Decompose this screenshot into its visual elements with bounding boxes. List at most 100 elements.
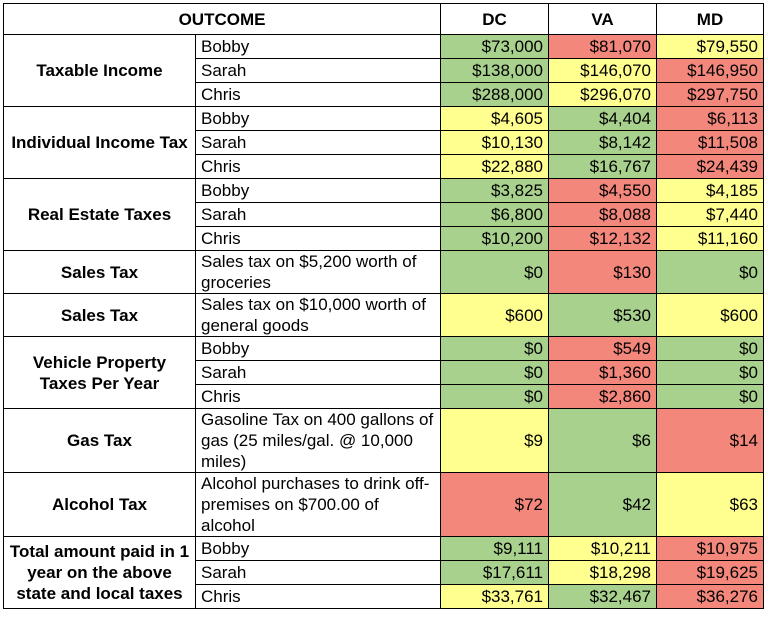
category-label: Sales Tax bbox=[3, 250, 196, 294]
dc-value-cell: $0 bbox=[440, 336, 550, 361]
va-value-cell: $1,360 bbox=[548, 360, 658, 385]
row-label: Gasoline Tax on 400 gallons of gas (25 m… bbox=[194, 408, 442, 473]
md-value-cell: $4,185 bbox=[656, 178, 765, 203]
outcome-header: OUTCOME bbox=[2, 3, 442, 35]
row-label: Bobby bbox=[194, 178, 442, 203]
va-value-cell: $8,142 bbox=[548, 130, 658, 155]
dc-value-cell: $10,200 bbox=[440, 226, 550, 251]
va-value-cell: $10,211 bbox=[548, 536, 658, 561]
table-row: Vehicle Property Taxes Per Year Bobby $0 $5… bbox=[3, 336, 765, 409]
md-value-cell: $297,750 bbox=[656, 82, 765, 107]
md-header: MD bbox=[656, 3, 765, 35]
dc-value-cell: $33,761 bbox=[440, 584, 550, 609]
row-label: Bobby bbox=[194, 336, 442, 361]
md-value-cell: $0 bbox=[656, 360, 765, 385]
dc-value-cell: $22,880 bbox=[440, 154, 550, 179]
row-label: Sarah bbox=[194, 202, 442, 227]
md-value-cell: $36,276 bbox=[656, 584, 765, 609]
row-label: Sarah bbox=[194, 560, 442, 585]
va-value-cell: $2,860 bbox=[548, 384, 658, 409]
dc-value-cell: $4,605 bbox=[440, 106, 550, 131]
tax-comparison-table: OUTCOME DC VA MD Taxable Income Bobby $73,… bbox=[2, 3, 765, 609]
dc-value-cell: $9 bbox=[440, 408, 550, 473]
va-value-cell: $4,550 bbox=[548, 178, 658, 203]
dc-value-cell: $0 bbox=[440, 384, 550, 409]
va-value-cell: $6 bbox=[548, 408, 658, 473]
table-row: Chris $10,200 $12,132 $11,160 bbox=[4, 226, 765, 251]
table-body: Taxable Income Bobby $73,000 $81,070 $79,550… bbox=[3, 34, 765, 609]
row-label: Bobby bbox=[194, 536, 442, 561]
md-value-cell: $146,950 bbox=[656, 58, 765, 83]
dc-value-cell: $600 bbox=[440, 293, 550, 337]
table-row: Chris $33,761 $32,467 $36,276 bbox=[4, 584, 765, 609]
va-value-cell: $16,767 bbox=[548, 154, 658, 179]
md-value-cell: $11,160 bbox=[656, 226, 765, 251]
md-value-cell: $7,440 bbox=[656, 202, 765, 227]
md-value-cell: $0 bbox=[656, 336, 765, 361]
row-label: Bobby bbox=[194, 106, 442, 131]
md-value-cell: $24,439 bbox=[656, 154, 765, 179]
table-row: Sales Tax Sales tax on $10,000 worth of g… bbox=[3, 293, 765, 337]
category-label: Alcohol Tax bbox=[3, 472, 196, 537]
row-label: Sales tax on $10,000 worth of general go… bbox=[194, 293, 442, 337]
table-row: Chris $288,000 $296,070 $297,750 bbox=[4, 82, 765, 107]
md-value-cell: $0 bbox=[656, 250, 765, 294]
va-value-cell: $32,467 bbox=[548, 584, 658, 609]
dc-value-cell: $0 bbox=[440, 250, 550, 294]
md-value-cell: $19,625 bbox=[656, 560, 765, 585]
category-label: Sales Tax bbox=[3, 293, 196, 337]
va-value-cell: $4,404 bbox=[548, 106, 658, 131]
va-header: VA bbox=[548, 3, 658, 35]
row-label: Bobby bbox=[194, 34, 442, 59]
category-label: Total amount paid in 1 year on the above… bbox=[3, 536, 196, 609]
table-row: Chris $0 $2,860 $0 bbox=[4, 384, 765, 409]
row-label: Chris bbox=[194, 384, 442, 409]
dc-value-cell: $288,000 bbox=[440, 82, 550, 107]
va-value-cell: $130 bbox=[548, 250, 658, 294]
table-row: Total amount paid in 1 year on the above… bbox=[3, 536, 765, 609]
dc-value-cell: $0 bbox=[440, 360, 550, 385]
md-value-cell: $600 bbox=[656, 293, 765, 337]
table-row: Gas Tax Gasoline Tax on 400 gallons of ga… bbox=[3, 408, 765, 473]
md-value-cell: $10,975 bbox=[656, 536, 765, 561]
table-row: Sarah $138,000 $146,070 $146,950 bbox=[4, 58, 765, 83]
row-label: Sarah bbox=[194, 360, 442, 385]
dc-value-cell: $17,611 bbox=[440, 560, 550, 585]
category-label: Gas Tax bbox=[3, 408, 196, 473]
category-label: Real Estate Taxes bbox=[3, 178, 196, 251]
table-row: Real Estate Taxes Bobby $3,825 $4,550 $4,185 bbox=[3, 178, 765, 251]
va-value-cell: $8,088 bbox=[548, 202, 658, 227]
md-value-cell: $11,508 bbox=[656, 130, 765, 155]
dc-value-cell: $3,825 bbox=[440, 178, 550, 203]
va-value-cell: $146,070 bbox=[548, 58, 658, 83]
row-label: Sarah bbox=[194, 58, 442, 83]
table-row: Sarah $17,611 $18,298 $19,625 bbox=[4, 560, 765, 585]
md-value-cell: $14 bbox=[656, 408, 765, 473]
category-label: Individual Income Tax bbox=[3, 106, 196, 179]
md-value-cell: $79,550 bbox=[656, 34, 765, 59]
table-row: Sarah $0 $1,360 $0 bbox=[4, 360, 765, 385]
row-label: Sales tax on $5,200 worth of groceries bbox=[194, 250, 442, 294]
table-row: Sales Tax Sales tax on $5,200 worth of gr… bbox=[3, 250, 765, 294]
md-value-cell: $0 bbox=[656, 384, 765, 409]
table-row: Chris $22,880 $16,767 $24,439 bbox=[4, 154, 765, 179]
dc-header: DC bbox=[440, 3, 550, 35]
table-row: Taxable Income Bobby $73,000 $81,070 $79,550 bbox=[3, 34, 765, 107]
table-row: Sarah $10,130 $8,142 $11,508 bbox=[4, 130, 765, 155]
row-label: Chris bbox=[194, 154, 442, 179]
dc-value-cell: $72 bbox=[440, 472, 550, 537]
dc-value-cell: $138,000 bbox=[440, 58, 550, 83]
header-row: OUTCOME DC VA MD bbox=[2, 3, 765, 35]
row-label: Alcohol purchases to drink off-premises … bbox=[194, 472, 442, 537]
dc-value-cell: $10,130 bbox=[440, 130, 550, 155]
md-value-cell: $63 bbox=[656, 472, 765, 537]
row-label: Chris bbox=[194, 226, 442, 251]
va-value-cell: $549 bbox=[548, 336, 658, 361]
va-value-cell: $12,132 bbox=[548, 226, 658, 251]
va-value-cell: $530 bbox=[548, 293, 658, 337]
dc-value-cell: $6,800 bbox=[440, 202, 550, 227]
va-value-cell: $81,070 bbox=[548, 34, 658, 59]
va-value-cell: $42 bbox=[548, 472, 658, 537]
dc-value-cell: $9,111 bbox=[440, 536, 550, 561]
row-label: Chris bbox=[194, 584, 442, 609]
